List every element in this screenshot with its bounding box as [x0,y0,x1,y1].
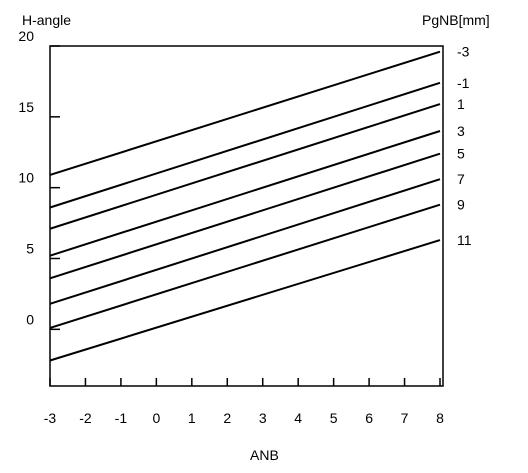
x-tick-label: 0 [152,410,160,426]
x-tick-label: 4 [294,410,302,426]
y-tick-label: 10 [18,170,34,186]
x-tick-label: 3 [259,410,267,426]
series-label: 11 [457,232,472,248]
series-line [49,50,441,176]
series-line [49,152,441,280]
series-label: 9 [457,197,465,213]
series-line [49,178,441,305]
series-label: -3 [457,44,470,60]
y-tick-label: 0 [26,311,34,327]
series-line [49,130,441,257]
x-tick-label: -3 [44,410,57,426]
x-tick-label: 6 [365,410,373,426]
series-line [49,81,441,209]
y-axis-title: H-angle [22,12,71,28]
series-label: 3 [457,123,465,139]
x-axis-ticks: -3 -2 -1 0 1 2 3 4 5 6 7 8 [44,378,444,426]
y-tick-label: 5 [26,241,34,257]
y-tick-label: 20 [18,28,34,44]
series-label: 7 [457,171,465,187]
series-line [49,103,441,230]
legend-title: PgNB[mm] [422,12,490,28]
x-tick-label: 7 [401,410,409,426]
plot-frame [49,45,444,387]
x-axis-title: ANB [250,447,279,463]
x-tick-label: -2 [79,410,92,426]
series-label: -1 [457,75,470,91]
series-labels: -3 -1 1 3 5 7 9 11 [457,44,472,248]
series-line [49,203,441,329]
x-tick-label: -1 [115,410,128,426]
y-axis-ticks: 0 5 10 15 20 [18,28,60,331]
x-tick-label: 2 [223,410,231,426]
x-tick-label: 8 [436,410,444,426]
series-label: 5 [457,146,465,162]
x-tick-label: 5 [330,410,338,426]
y-tick-label: 15 [18,99,34,115]
x-tick-label: 1 [188,410,196,426]
series-label: 1 [457,96,465,112]
series-line [49,239,441,362]
series-lines [49,50,441,362]
